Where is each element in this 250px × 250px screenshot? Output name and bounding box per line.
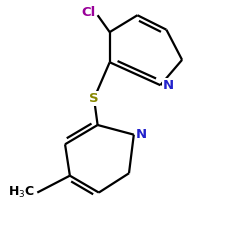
Text: H$_3$C: H$_3$C	[8, 185, 35, 200]
Text: S: S	[89, 92, 99, 105]
Text: N: N	[136, 128, 147, 141]
Text: Cl: Cl	[81, 6, 95, 19]
Text: N: N	[163, 79, 174, 92]
